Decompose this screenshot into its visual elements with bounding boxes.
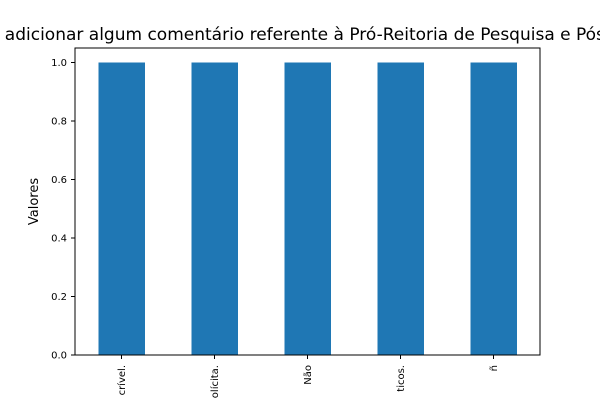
y-axis-label: Valores (27, 178, 42, 225)
bar-3 (377, 62, 424, 355)
y-axis: 0.0 0.2 0.4 0.6 0.8 1.0 (51, 58, 75, 362)
x-tick-label-1: olícita. (209, 365, 221, 398)
y-tick-label-0: 0.0 (51, 351, 67, 362)
x-tick-label-2: Não (303, 365, 314, 385)
bar-0 (98, 62, 145, 355)
y-tick-label-5: 1.0 (51, 58, 67, 69)
chart-title: e adicionar algum comentário referente à… (0, 25, 600, 45)
x-tick-label-0: crível. (116, 365, 128, 395)
x-tick-label-4: ñ (489, 365, 500, 371)
y-tick-label-2: 0.4 (51, 234, 67, 245)
x-tick-label-3: ticos. (396, 365, 407, 392)
y-tick-label-3: 0.6 (51, 175, 67, 186)
bar-4 (470, 62, 517, 355)
y-tick-label-1: 0.2 (51, 292, 67, 303)
plot-area (74, 47, 541, 356)
y-tick-label-4: 0.8 (51, 117, 67, 128)
bar-2 (284, 62, 331, 355)
bar-1 (191, 62, 238, 355)
x-axis: crível. olícita. Não ticos. ñ (116, 355, 500, 398)
